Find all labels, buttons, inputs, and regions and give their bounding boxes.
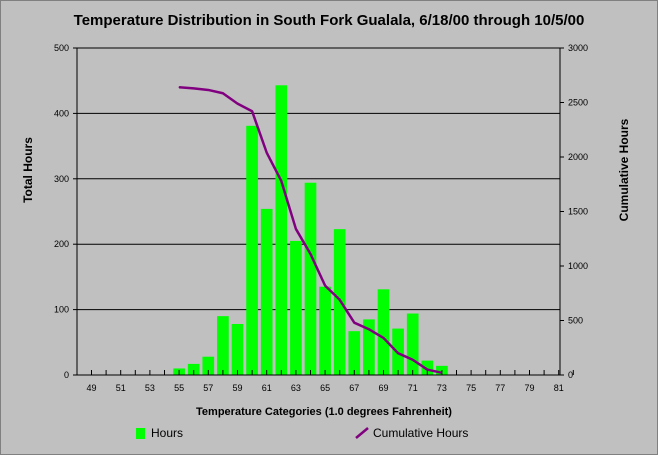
x-tick-label-49: 49 [86,383,96,393]
x-tick-label-71: 71 [408,383,418,393]
cumulative-point-56 [193,87,195,89]
bar-61 [260,208,273,375]
bar-71 [406,313,419,375]
chart-title: Temperature Distribution in South Fork G… [73,12,585,29]
cumulative-point-70 [397,352,399,354]
legend-swatch-hours [136,427,145,439]
bar-62 [275,85,288,375]
legend-item-cumulative: Cumulative Hours [355,425,468,441]
cumulative-point-67 [353,322,355,324]
bar-68 [363,319,375,375]
bar-59 [231,323,244,375]
y-right-tick-label-1000: 1000 [568,261,588,271]
cumulative-point-65 [324,285,326,287]
cumulative-point-61 [266,152,268,154]
bar-64 [304,182,317,375]
cumulative-point-64 [309,253,312,255]
x-tick-label-81: 81 [554,383,564,393]
cumulative-point-62 [280,180,282,182]
y-right-tick-label-500: 500 [568,316,583,326]
y-left-tick-label-100: 100 [54,305,69,315]
legend-swatch-cumulative [355,427,369,439]
x-tick-label-69: 69 [378,383,388,393]
cumulative-point-71 [412,359,414,361]
bar-63 [290,240,302,375]
cumulative-point-59 [236,102,239,105]
x-tick-label-63: 63 [291,383,301,393]
x-tick-label-59: 59 [232,383,242,393]
x-tick-label-67: 67 [349,383,359,393]
x-axis-label: Temperature Categories (1.0 degrees Fahr… [196,406,452,418]
cumulative-point-57 [207,89,209,91]
y-left-tick-label-400: 400 [54,108,69,118]
cumulative-point-69 [382,337,385,339]
x-tick-label-51: 51 [116,383,126,393]
x-tick-label-73: 73 [437,383,447,393]
x-tick-label-55: 55 [174,383,184,393]
bar-56 [187,363,200,375]
x-tick-label-75: 75 [466,383,476,393]
cumulative-point-73 [441,372,443,374]
cumulative-point-68 [368,328,370,330]
x-tick-label-79: 79 [524,383,534,393]
legend-label-hours: Hours [151,426,184,440]
bar-58 [217,316,229,375]
bar-67 [348,331,361,375]
bar-57 [202,356,215,375]
legend-label-cumulative: Cumulative Hours [373,426,469,440]
x-tick-label-53: 53 [145,383,155,393]
plot-area [77,48,560,375]
cumulative-point-63 [295,228,297,230]
y-left-tick-label-500: 500 [54,43,69,53]
legend-item-hours: Hours [136,425,183,441]
cumulative-point-58 [222,92,224,94]
cumulative-point-55 [178,86,180,88]
cumulative-point-72 [426,368,428,371]
x-tick-label-77: 77 [495,383,505,393]
bar-65 [319,286,331,375]
bar-60 [246,125,258,376]
y-right-tick-label-0: 0 [568,370,573,380]
y-right-tick-label-2000: 2000 [568,152,588,162]
y-right-tick-label-2500: 2500 [568,98,588,108]
y-left-tick-label-200: 200 [54,239,69,249]
x-tick-label-61: 61 [262,383,272,393]
bar-72 [421,360,434,375]
y-right-tick-label-3000: 3000 [568,43,588,53]
bar-69 [377,289,390,375]
cumulative-point-66 [339,299,341,301]
y-left-tick-label-0: 0 [64,370,69,380]
x-tick-label-65: 65 [320,383,330,393]
y-left-tick-label-300: 300 [54,174,69,184]
cumulative-point-60 [251,110,253,112]
y-right-tick-label-1500: 1500 [568,207,588,217]
x-tick-label-57: 57 [203,383,213,393]
